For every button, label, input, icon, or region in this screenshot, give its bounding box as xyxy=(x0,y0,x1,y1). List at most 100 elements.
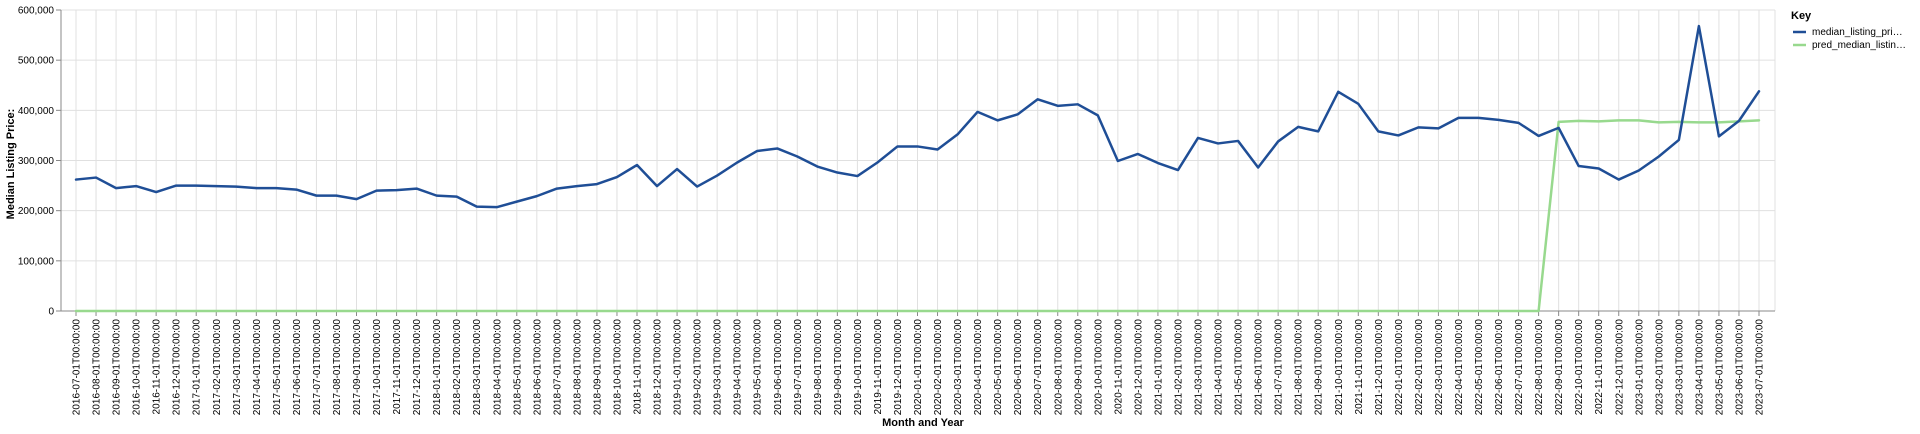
y-tick-label: 300,000 xyxy=(18,156,55,167)
x-tick-label: 2020-02-01T00:00:00 xyxy=(933,319,944,416)
x-tick-label: 2023-06-01T00:00:00 xyxy=(1734,319,1745,416)
x-tick-label: 2021-06-01T00:00:00 xyxy=(1254,319,1265,416)
x-tick-label: 2019-09-01T00:00:00 xyxy=(833,319,844,416)
x-tick-label: 2019-08-01T00:00:00 xyxy=(813,319,824,416)
x-tick-label: 2017-08-01T00:00:00 xyxy=(332,319,343,416)
x-tick-label: 2016-09-01T00:00:00 xyxy=(112,319,123,416)
series-layer xyxy=(74,24,1761,313)
y-axis: 0 100,000 200,000 300,000 400,000 500,000 600,… xyxy=(18,6,62,318)
x-tick-label: 2019-06-01T00:00:00 xyxy=(773,319,784,416)
x-tick-label: 2022-04-01T00:00:00 xyxy=(1454,319,1465,416)
x-tick-label: 2023-04-01T00:00:00 xyxy=(1694,319,1705,416)
legend: Key median_listing_pri… pred_median_list… xyxy=(1791,10,1906,51)
legend-entry-pred: pred_median_listin… xyxy=(1793,40,1906,51)
x-tick-label: 2021-01-01T00:00:00 xyxy=(1153,319,1164,416)
x-tick-label: 2020-04-01T00:00:00 xyxy=(973,319,984,416)
x-tick-label: 2019-10-01T00:00:00 xyxy=(853,319,864,416)
x-tick-label: 2019-01-01T00:00:00 xyxy=(673,319,684,416)
x-tick-label: 2021-04-01T00:00:00 xyxy=(1214,319,1225,416)
x-tick-label: 2021-09-01T00:00:00 xyxy=(1314,319,1325,416)
x-tick-label: 2017-07-01T00:00:00 xyxy=(312,319,323,416)
series-line-median xyxy=(74,24,1761,209)
x-tick-label: 2023-01-01T00:00:00 xyxy=(1634,319,1645,416)
y-tick-label: 0 xyxy=(48,307,54,318)
x-tick-label: 2021-03-01T00:00:00 xyxy=(1194,319,1205,416)
x-tick-label: 2020-06-01T00:00:00 xyxy=(1013,319,1024,416)
x-tick-label: 2022-07-01T00:00:00 xyxy=(1514,319,1525,416)
legend-label-pred: pred_median_listin… xyxy=(1812,40,1906,51)
x-tick-label: 2017-09-01T00:00:00 xyxy=(352,319,363,416)
y-tick-label: 500,000 xyxy=(18,56,55,67)
legend-title: Key xyxy=(1791,10,1812,22)
x-tick-label: 2018-06-01T00:00:00 xyxy=(532,319,543,416)
x-tick-label: 2017-03-01T00:00:00 xyxy=(232,319,243,416)
x-tick-label: 2022-05-01T00:00:00 xyxy=(1474,319,1485,416)
x-tick-label: 2017-02-01T00:00:00 xyxy=(212,319,223,416)
x-tick-label: 2020-08-01T00:00:00 xyxy=(1053,319,1064,416)
x-tick-label: 2017-01-01T00:00:00 xyxy=(192,319,203,416)
x-tick-label: 2019-03-01T00:00:00 xyxy=(713,319,724,416)
y-tick-label: 100,000 xyxy=(18,256,55,267)
x-tick-label: 2017-10-01T00:00:00 xyxy=(372,319,383,416)
x-tick-label: 2017-11-01T00:00:00 xyxy=(392,319,403,415)
x-tick-label: 2018-01-01T00:00:00 xyxy=(432,319,443,416)
x-tick-label: 2020-01-01T00:00:00 xyxy=(913,319,924,416)
x-tick-label: 2020-10-01T00:00:00 xyxy=(1093,319,1104,416)
x-tick-label: 2017-04-01T00:00:00 xyxy=(252,319,263,416)
x-tick-label: 2018-11-01T00:00:00 xyxy=(633,319,644,415)
x-tick-label: 2019-04-01T00:00:00 xyxy=(733,319,744,416)
x-tick-label: 2022-03-01T00:00:00 xyxy=(1434,319,1445,416)
x-tick-label: 2021-02-01T00:00:00 xyxy=(1173,319,1184,416)
x-tick-label: 2023-07-01T00:00:00 xyxy=(1755,319,1766,416)
x-tick-label: 2021-10-01T00:00:00 xyxy=(1334,319,1345,416)
x-tick-label: 2023-03-01T00:00:00 xyxy=(1674,319,1685,416)
x-tick-label: 2019-11-01T00:00:00 xyxy=(873,319,884,415)
x-tick-label: 2016-07-01T00:00:00 xyxy=(72,319,83,416)
x-tick-label: 2019-02-01T00:00:00 xyxy=(693,319,704,416)
x-tick-label: 2018-12-01T00:00:00 xyxy=(653,319,664,416)
y-tick-label: 200,000 xyxy=(18,206,55,217)
x-tick-label: 2018-08-01T00:00:00 xyxy=(572,319,583,416)
x-axis-title: Month and Year xyxy=(882,417,964,429)
legend-label-median: median_listing_pri… xyxy=(1812,27,1903,38)
x-axis: 2016-07-01T00:00:00 2016-08-01T00:00:00 20… xyxy=(61,310,1775,416)
y-tick-label: 400,000 xyxy=(18,106,55,117)
x-tick-label: 2019-05-01T00:00:00 xyxy=(753,319,764,416)
x-tick-label: 2022-01-01T00:00:00 xyxy=(1394,319,1405,416)
x-tick-label: 2022-11-01T00:00:00 xyxy=(1594,319,1605,415)
x-tick-label: 2018-07-01T00:00:00 xyxy=(552,319,563,416)
y-axis-title: Median Listing Price: xyxy=(5,109,17,220)
x-tick-label: 2017-05-01T00:00:00 xyxy=(272,319,283,416)
x-tick-label: 2017-12-01T00:00:00 xyxy=(412,319,423,416)
x-tick-label: 2016-12-01T00:00:00 xyxy=(172,319,183,416)
x-tick-label: 2023-05-01T00:00:00 xyxy=(1714,319,1725,416)
x-tick-label: 2018-02-01T00:00:00 xyxy=(452,319,463,416)
x-tick-label: 2021-07-01T00:00:00 xyxy=(1274,319,1285,416)
x-tick-label: 2018-03-01T00:00:00 xyxy=(472,319,483,416)
x-tick-label: 2017-06-01T00:00:00 xyxy=(292,319,303,416)
x-tick-label: 2022-10-01T00:00:00 xyxy=(1574,319,1585,416)
x-tick-label: 2019-12-01T00:00:00 xyxy=(893,319,904,416)
x-tick-label: 2021-05-01T00:00:00 xyxy=(1234,319,1245,416)
x-tick-label: 2020-11-01T00:00:00 xyxy=(1113,319,1124,415)
x-tick-label: 2020-03-01T00:00:00 xyxy=(953,319,964,416)
x-tick-label: 2019-07-01T00:00:00 xyxy=(793,319,804,416)
x-tick-label: 2016-11-01T00:00:00 xyxy=(152,319,163,415)
x-tick-label: 2023-02-01T00:00:00 xyxy=(1654,319,1665,416)
x-tick-label: 2022-12-01T00:00:00 xyxy=(1614,319,1625,416)
x-tick-label: 2021-11-01T00:00:00 xyxy=(1354,319,1365,415)
x-tick-label: 2022-09-01T00:00:00 xyxy=(1554,319,1565,416)
x-tick-label: 2022-06-01T00:00:00 xyxy=(1494,319,1505,416)
x-tick-label: 2016-08-01T00:00:00 xyxy=(92,319,103,416)
x-tick-label: 2018-09-01T00:00:00 xyxy=(592,319,603,416)
x-tick-label: 2016-10-01T00:00:00 xyxy=(132,319,143,416)
x-tick-label: 2022-02-01T00:00:00 xyxy=(1414,319,1425,416)
x-tick-label: 2020-12-01T00:00:00 xyxy=(1133,319,1144,416)
x-tick-label: 2020-05-01T00:00:00 xyxy=(993,319,1004,416)
series-line-pred xyxy=(74,119,1761,313)
x-tick-label: 2018-10-01T00:00:00 xyxy=(612,319,623,416)
y-tick-label: 600,000 xyxy=(18,6,55,17)
x-tick-label: 2021-08-01T00:00:00 xyxy=(1294,319,1305,416)
gridlines xyxy=(61,9,1776,312)
